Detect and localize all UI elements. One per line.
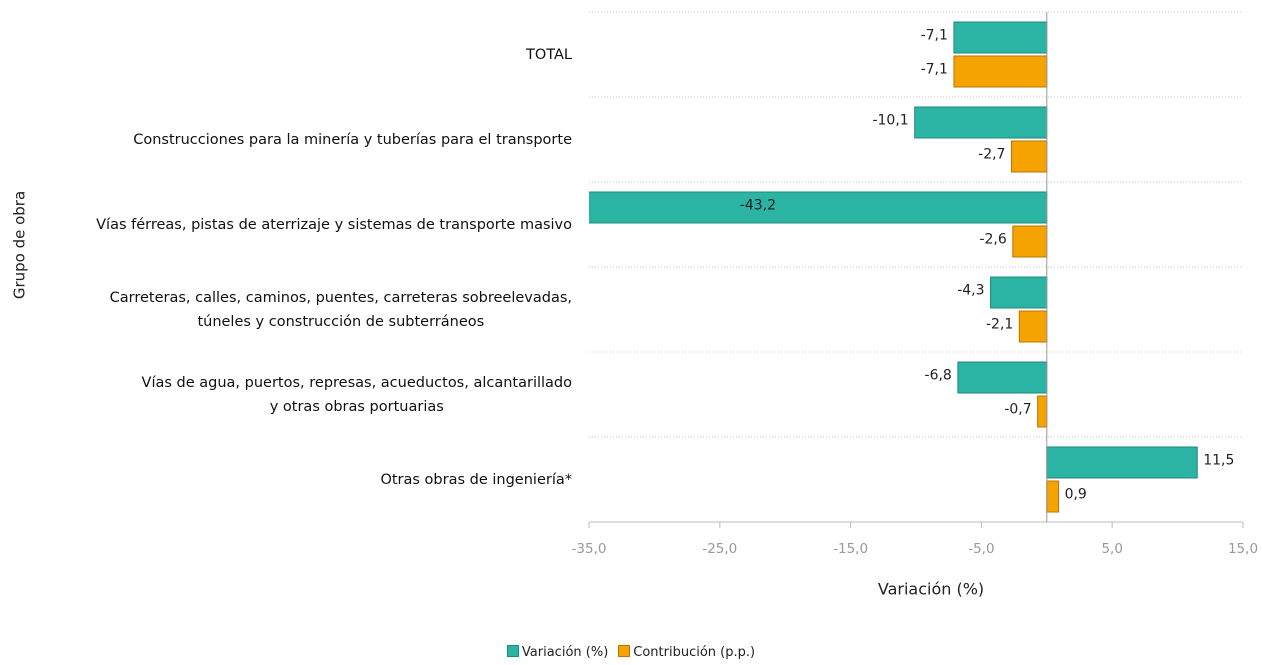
bar xyxy=(990,276,1048,309)
category-label: Vías férreas, pistas de aterrizaje y sis… xyxy=(96,216,572,233)
legend-swatch xyxy=(618,645,631,657)
bar xyxy=(953,21,1048,54)
bar xyxy=(957,361,1048,394)
legend-label: Contribución (p.p.) xyxy=(633,645,756,660)
legend: Variación (%) Contribución (p.p.) xyxy=(0,645,1262,660)
x-tick-label: -5,0 xyxy=(968,541,994,557)
data-label: -7,1 xyxy=(921,62,948,78)
legend-label: Variación (%) xyxy=(521,645,609,660)
x-tick-label: 15,0 xyxy=(1228,541,1258,557)
category-label: Construcciones para la minería y tubería… xyxy=(133,131,572,148)
bars xyxy=(589,21,1198,513)
data-label: -10,1 xyxy=(872,113,908,129)
legend-swatch xyxy=(506,645,519,657)
data-label: -7,1 xyxy=(921,28,948,44)
category-label: Carreteras, calles, caminos, puentes, ca… xyxy=(109,289,572,330)
x-tick-label: -25,0 xyxy=(702,541,737,557)
data-label: -43,2 xyxy=(740,198,776,214)
category-label: Otras obras de ingeniería* xyxy=(380,471,572,488)
bar xyxy=(1037,395,1048,428)
x-tick-label: -15,0 xyxy=(833,541,868,557)
category-label: Vías de agua, puertos, represas, acueduc… xyxy=(141,374,572,415)
legend-item: Contribución (p.p.) xyxy=(618,645,755,660)
data-label: -0,7 xyxy=(1004,402,1031,418)
bar xyxy=(1010,140,1048,173)
bar xyxy=(1018,310,1048,343)
x-axis-title: Variación (%) xyxy=(878,580,984,599)
data-label: 0,9 xyxy=(1065,487,1087,503)
bar xyxy=(1046,446,1198,479)
category-label: TOTAL xyxy=(526,46,572,63)
legend-item: Variación (%) xyxy=(506,645,609,660)
x-tick-label: 5,0 xyxy=(1101,541,1122,557)
bar xyxy=(953,55,1048,88)
bar xyxy=(1046,480,1060,513)
data-label: -6,8 xyxy=(925,368,952,384)
bar xyxy=(589,191,1048,224)
data-label: 11,5 xyxy=(1203,453,1234,469)
data-label: -4,3 xyxy=(957,283,984,299)
bar xyxy=(1012,225,1048,258)
data-label: -2,1 xyxy=(986,317,1013,333)
y-axis-title: Grupo de obra xyxy=(11,191,29,299)
data-label: -2,6 xyxy=(979,232,1006,248)
x-tick-label: -35,0 xyxy=(572,541,607,557)
bar xyxy=(914,106,1048,139)
data-label: -2,7 xyxy=(978,147,1005,163)
